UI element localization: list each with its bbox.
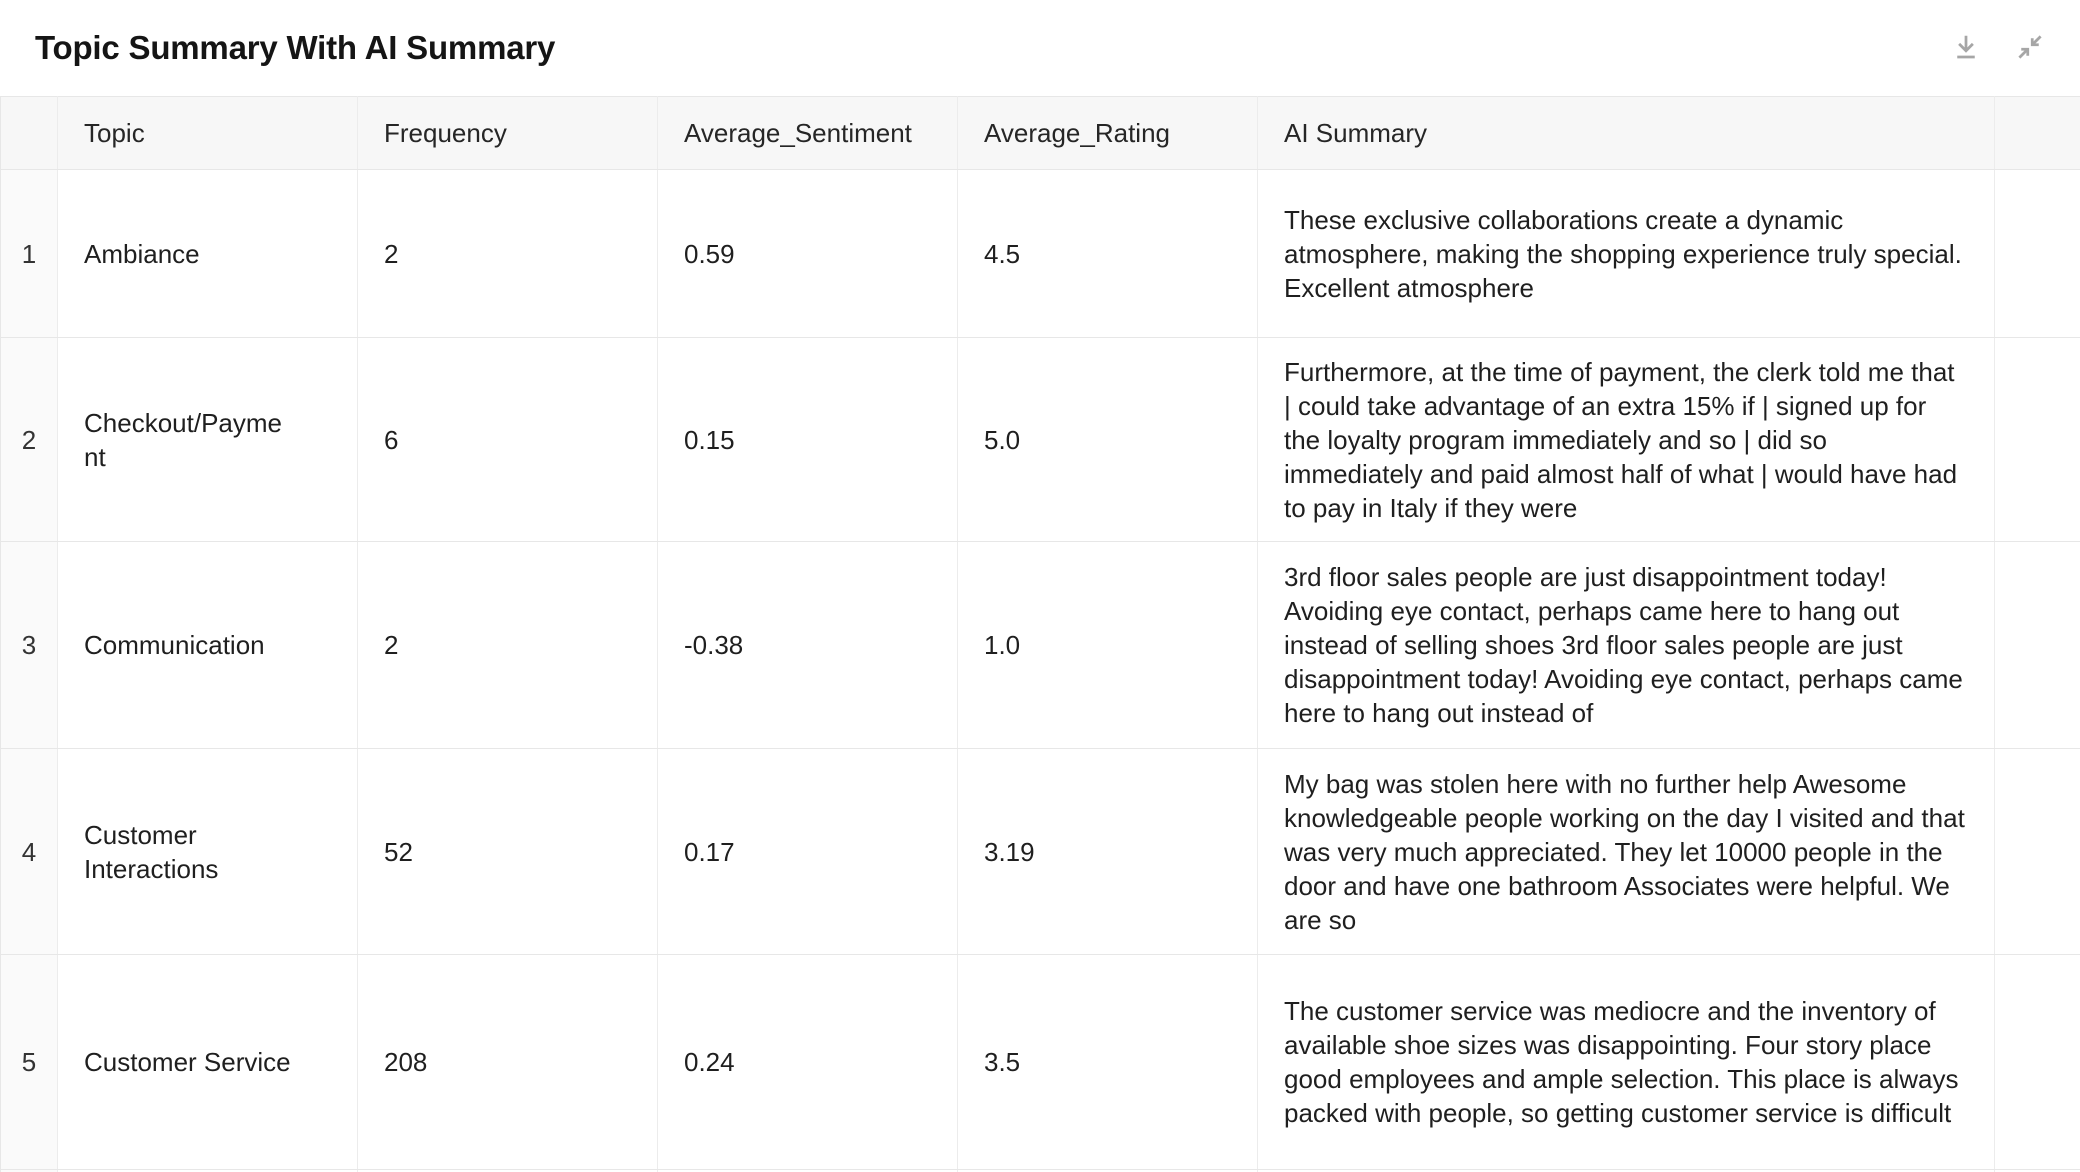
titlebar: Topic Summary With AI Summary [0,0,2080,96]
average-sentiment-cell[interactable]: 0.17 [657,748,958,955]
filler-cell [1994,748,2080,955]
frequency-cell[interactable]: 208 [357,954,658,1170]
average-sentiment-cell[interactable]: 0.59 [657,169,958,338]
average-rating-cell[interactable]: 4.5 [957,169,1258,338]
ai-summary-cell[interactable]: My bag was stolen here with no further h… [1257,748,1995,955]
topic-cell[interactable]: Customer Interactions [57,748,358,955]
average-rating-cell[interactable]: 3.5 [957,954,1258,1170]
table-row: 4 Customer Interactions 52 0.17 3.19 My … [0,748,2080,955]
average-sentiment-cell[interactable]: 0.24 [657,954,958,1170]
download-button[interactable] [1950,32,1982,64]
collapse-icon [2015,32,2045,65]
table-row: 2 Checkout/Payment 6 0.15 5.0 Furthermor… [0,337,2080,542]
ai-summary-cell[interactable]: Furthermore, at the time of payment, the… [1257,337,1995,542]
frequency-cell[interactable]: 2 [357,541,658,749]
table-row: 5 Customer Service 208 0.24 3.5 The cust… [0,954,2080,1170]
ai-summary-cell[interactable]: 3rd floor sales people are just disappoi… [1257,541,1995,749]
filler-cell [1994,954,2080,1170]
average-rating-cell[interactable]: 3.19 [957,748,1258,955]
topic-cell[interactable]: Customer Service [57,954,358,1170]
table-header: Topic Frequency Average_Sentiment Averag… [0,96,2080,170]
toolbar [1950,32,2046,64]
column-header-frequency[interactable]: Frequency [357,96,658,170]
row-index-cell: 5 [0,954,58,1170]
table-body: 1 Ambiance 2 0.59 4.5 These exclusive co… [0,169,2080,1172]
filler-cell [1994,541,2080,749]
column-header-average-sentiment[interactable]: Average_Sentiment [657,96,958,170]
topic-cell[interactable]: Communication [57,541,358,749]
average-sentiment-cell[interactable]: 0.15 [657,337,958,542]
header-row: Topic Frequency Average_Sentiment Averag… [0,96,2080,170]
topic-cell[interactable]: Ambiance [57,169,358,338]
column-header-topic[interactable]: Topic [57,96,358,170]
column-header-average-rating[interactable]: Average_Rating [957,96,1258,170]
ai-summary-cell[interactable]: The customer service was mediocre and th… [1257,954,1995,1170]
filler-cell [1994,337,2080,542]
collapse-button[interactable] [2014,32,2046,64]
row-index-cell: 4 [0,748,58,955]
frequency-cell[interactable]: 2 [357,169,658,338]
frequency-cell[interactable]: 52 [357,748,658,955]
row-index-cell: 2 [0,337,58,542]
frequency-cell[interactable]: 6 [357,337,658,542]
table-row [0,1169,2080,1172]
topic-cell[interactable]: Checkout/Payment [57,337,358,542]
ai-summary-cell[interactable]: These exclusive collaborations create a … [1257,169,1995,338]
table-row: 3 Communication 2 -0.38 1.0 3rd floor sa… [0,541,2080,749]
average-sentiment-cell[interactable]: -0.38 [657,541,958,749]
row-index-cell: 3 [0,541,58,749]
average-rating-cell[interactable]: 5.0 [957,337,1258,542]
column-header-ai-summary[interactable]: AI Summary [1257,96,1995,170]
row-index-cell: 1 [0,169,58,338]
table-row: 1 Ambiance 2 0.59 4.5 These exclusive co… [0,169,2080,338]
filler-cell [1994,169,2080,338]
page-title: Topic Summary With AI Summary [35,29,556,66]
average-rating-cell[interactable]: 1.0 [957,541,1258,749]
topic-summary-table: Topic Frequency Average_Sentiment Averag… [0,96,2080,1172]
column-header-filler [1994,96,2080,170]
download-icon [1951,32,1981,65]
column-header-index [0,96,58,170]
